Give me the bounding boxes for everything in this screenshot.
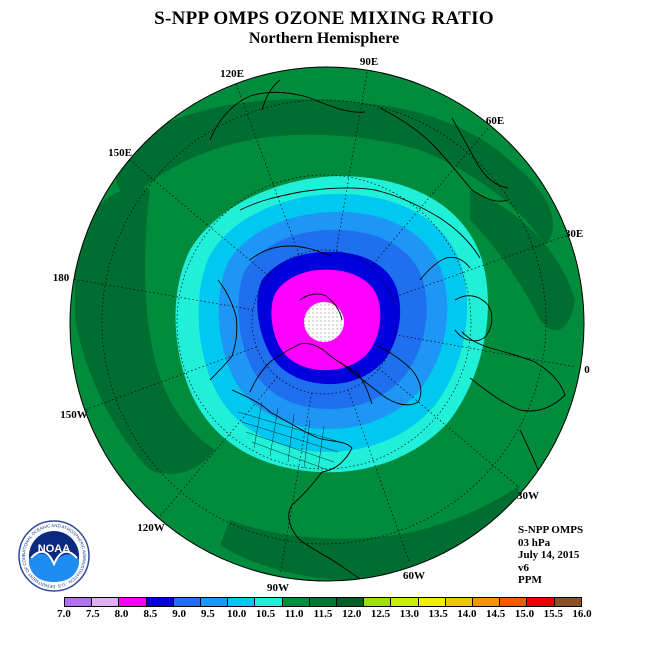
coast-greenland — [339, 345, 422, 406]
colorbar-tick-label: 8.0 — [114, 608, 129, 620]
colorbar-segment — [364, 598, 392, 606]
meridian-line — [235, 82, 300, 255]
meridian-line — [370, 127, 490, 268]
coast-europe — [461, 331, 566, 412]
coast-asia-interior — [379, 107, 509, 202]
colorbar-segment — [255, 598, 283, 606]
meridian-line — [84, 346, 257, 411]
coast-india — [451, 117, 509, 189]
coast-asia-east — [209, 91, 366, 141]
colorbar-segment — [391, 598, 419, 606]
colorbar-tick-label: 16.0 — [572, 608, 592, 620]
colorbar-segment — [418, 598, 446, 606]
longitude-label: 120E — [220, 68, 244, 80]
longitude-label: 30W — [517, 490, 539, 502]
colorbar-ticks: 7.0 7.5 8.0 8.5 9.0 9.5 10.0 10.5 11.0 11.5 12.0 12… — [57, 608, 592, 622]
colorbar-segment — [473, 598, 501, 606]
meridian-line — [378, 368, 519, 488]
colorbar-segment — [173, 598, 202, 606]
coast-siberia — [249, 245, 333, 261]
colorbar-segment — [65, 598, 93, 606]
colorbar-tick-label: 14.0 — [457, 608, 477, 620]
meridian-line — [127, 158, 269, 277]
colorbar-tick-label: 15.5 — [543, 608, 563, 620]
longitude-label: 0 — [584, 364, 590, 376]
graticule — [72, 70, 576, 574]
colorbar-tick-label: 12.0 — [342, 608, 362, 620]
field-dark-band-east — [470, 190, 575, 331]
coast-japan — [261, 79, 281, 111]
longitude-label: 90E — [360, 56, 378, 68]
colorbar-segment — [201, 598, 229, 606]
meridian-line — [347, 389, 410, 563]
colorbar — [64, 597, 582, 607]
colorbar-tick-label: 14.5 — [486, 608, 506, 620]
longitude-label: 150E — [108, 147, 132, 159]
colorbar-segment — [445, 598, 474, 606]
colorbar-tick-label: 11.5 — [313, 608, 333, 620]
map-border — [69, 66, 585, 582]
longitude-label: 120W — [137, 522, 165, 534]
colorbar-segment — [119, 598, 147, 606]
colorbar-tick-label: 15.0 — [514, 608, 535, 620]
longitude-label: 150W — [60, 409, 88, 421]
colorbar-segment — [92, 598, 120, 606]
colorbar-tick-label: 7.0 — [57, 608, 71, 620]
coast-europe-2 — [454, 295, 493, 342]
colorbar-tick-label: 9.0 — [172, 608, 186, 620]
coast-asia-north — [239, 187, 481, 259]
coast-north-america — [231, 389, 373, 581]
logo-text: NOAA — [38, 543, 70, 555]
field-dark-band-west — [75, 187, 215, 474]
coast-alaska — [209, 279, 238, 381]
longitude-label: 60W — [403, 570, 425, 582]
longitude-label: 60E — [486, 115, 504, 127]
meridian-line — [72, 278, 254, 311]
noaa-logo: NOAA NATIONAL OCEANIC AND ATMOSPHERIC AD… — [18, 520, 90, 592]
map-title: S-NPP OMPS OZONE MIXING RATIO — [154, 8, 494, 29]
colorbar-segment — [527, 598, 555, 606]
coastlines — [209, 79, 566, 581]
colorbar-tick-label: 11.0 — [284, 608, 304, 620]
meridian-line — [335, 70, 368, 252]
map-subtitle: Northern Hemisphere — [248, 30, 400, 47]
colorbar-tick-label: 8.5 — [143, 608, 158, 620]
polar-data-gap — [304, 302, 344, 342]
colorbar-segment — [554, 598, 581, 606]
colorbar-segment — [500, 598, 528, 606]
info-version: v6 — [518, 561, 529, 574]
colorbar-segment — [146, 598, 174, 606]
colorbar-tick-label: 13.5 — [428, 608, 448, 620]
info-pressure-level: 03 hPa — [518, 536, 551, 549]
meridian-line — [280, 392, 313, 574]
info-block: S-NPP OMPS 03 hPa July 14, 2015 v6 PPM — [518, 524, 583, 587]
info-units: PPM — [518, 574, 542, 586]
field-dark-band-north — [114, 99, 553, 245]
us-state-lines — [237, 401, 341, 471]
longitude-label: 180 — [53, 272, 70, 284]
colorbar-tick-label: 7.5 — [85, 608, 100, 620]
colorbar-tick-label: 12.5 — [370, 608, 391, 620]
colorbar-segment — [228, 598, 256, 606]
info-date: July 14, 2015 — [518, 549, 580, 561]
info-instrument: S-NPP OMPS — [518, 524, 584, 536]
longitude-label: 30E — [565, 228, 583, 240]
coast-arctic-islands — [299, 293, 343, 321]
meridian-line — [394, 334, 576, 368]
coast-north-america-2 — [249, 343, 373, 405]
longitude-labels: 90E 120E 60E 150E 30E 180 0 150W 30W 120W 60W 90W — [53, 56, 591, 594]
colorbar-segment — [282, 598, 310, 606]
coast-scandinavia — [419, 257, 471, 281]
longitude-label: 90W — [267, 582, 289, 594]
colorbar-tick-label: 10.0 — [227, 608, 247, 620]
colorbar-segment — [309, 598, 338, 606]
meridian-line — [159, 376, 278, 518]
meridian-line — [391, 236, 565, 299]
colorbar-tick-label: 9.5 — [201, 608, 215, 620]
colorbar-tick-label: 10.5 — [255, 608, 276, 620]
colorbar-tick-label: 13.0 — [399, 608, 419, 620]
colorbar-segment — [337, 598, 365, 606]
